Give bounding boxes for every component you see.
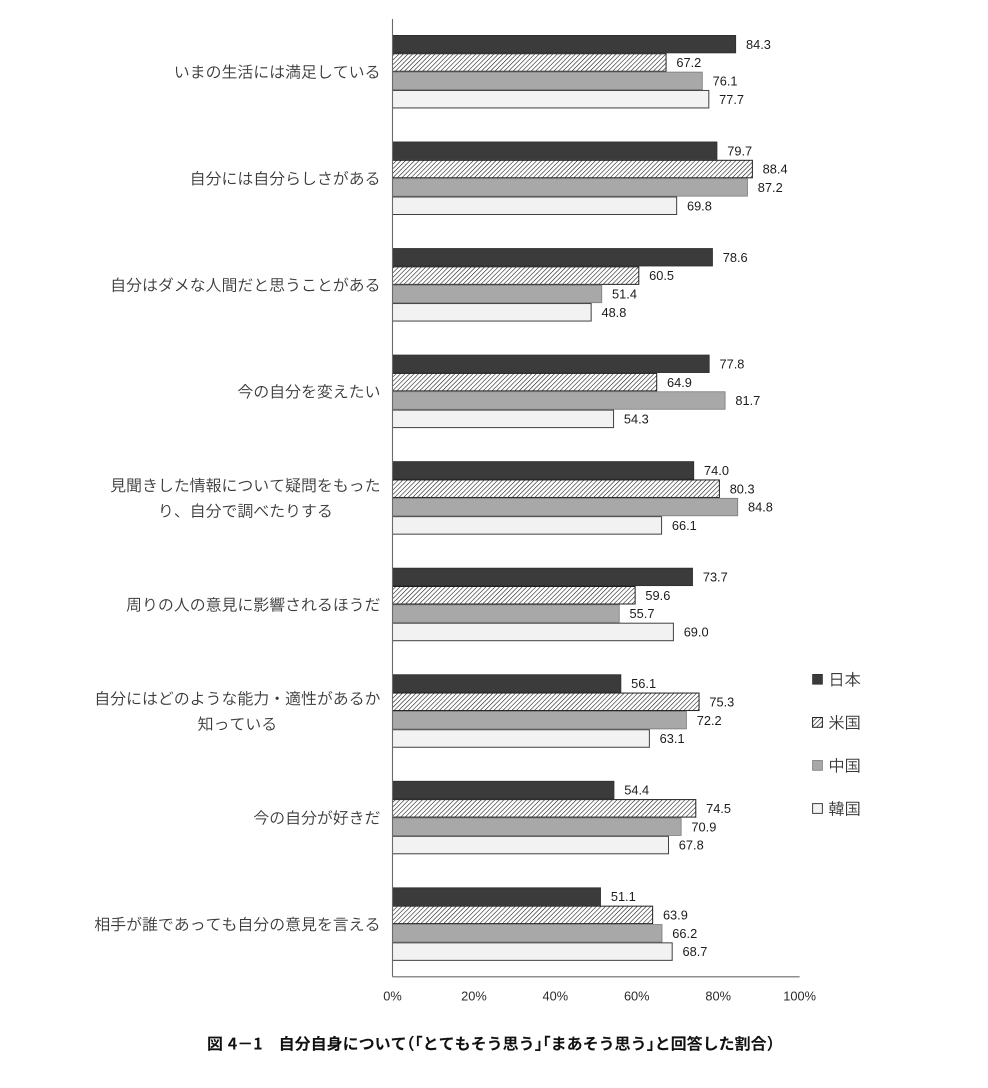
svg-text:54.4: 54.4 xyxy=(624,783,649,798)
svg-text:81.7: 81.7 xyxy=(735,393,760,408)
svg-text:74.5: 74.5 xyxy=(706,801,731,816)
svg-text:63.9: 63.9 xyxy=(663,908,688,923)
svg-text:51.4: 51.4 xyxy=(612,287,637,302)
svg-text:67.8: 67.8 xyxy=(679,838,704,853)
svg-text:87.2: 87.2 xyxy=(758,180,783,195)
svg-text:56.1: 56.1 xyxy=(631,676,656,691)
svg-text:0%: 0% xyxy=(383,989,402,1004)
svg-text:100%: 100% xyxy=(783,989,816,1004)
svg-text:69.0: 69.0 xyxy=(684,625,709,640)
svg-text:66.1: 66.1 xyxy=(672,518,697,533)
svg-text:55.7: 55.7 xyxy=(630,606,655,621)
svg-text:77.8: 77.8 xyxy=(720,356,745,371)
svg-text:66.2: 66.2 xyxy=(672,926,697,941)
svg-text:73.7: 73.7 xyxy=(703,570,728,585)
svg-text:63.1: 63.1 xyxy=(660,731,685,746)
svg-text:84.3: 84.3 xyxy=(746,37,771,52)
svg-text:20%: 20% xyxy=(461,989,487,1004)
svg-text:84.8: 84.8 xyxy=(748,500,773,515)
svg-text:51.1: 51.1 xyxy=(611,889,636,904)
svg-text:60%: 60% xyxy=(624,989,650,1004)
svg-text:77.7: 77.7 xyxy=(719,92,744,107)
svg-text:80.3: 80.3 xyxy=(730,481,755,496)
svg-text:88.4: 88.4 xyxy=(763,162,788,177)
svg-text:59.6: 59.6 xyxy=(645,588,670,603)
svg-text:80%: 80% xyxy=(705,989,731,1004)
svg-text:68.7: 68.7 xyxy=(682,944,707,959)
svg-text:64.9: 64.9 xyxy=(667,375,692,390)
svg-text:78.6: 78.6 xyxy=(723,250,748,265)
svg-text:74.0: 74.0 xyxy=(704,463,729,478)
svg-text:75.3: 75.3 xyxy=(709,694,734,709)
svg-text:79.7: 79.7 xyxy=(727,143,752,158)
svg-text:72.2: 72.2 xyxy=(697,713,722,728)
svg-text:69.8: 69.8 xyxy=(687,198,712,213)
svg-text:76.1: 76.1 xyxy=(713,73,738,88)
svg-text:40%: 40% xyxy=(543,989,569,1004)
svg-text:60.5: 60.5 xyxy=(649,268,674,283)
svg-text:54.3: 54.3 xyxy=(624,411,649,426)
svg-text:48.8: 48.8 xyxy=(601,305,626,320)
svg-text:70.9: 70.9 xyxy=(691,819,716,834)
svg-text:67.2: 67.2 xyxy=(676,55,701,70)
